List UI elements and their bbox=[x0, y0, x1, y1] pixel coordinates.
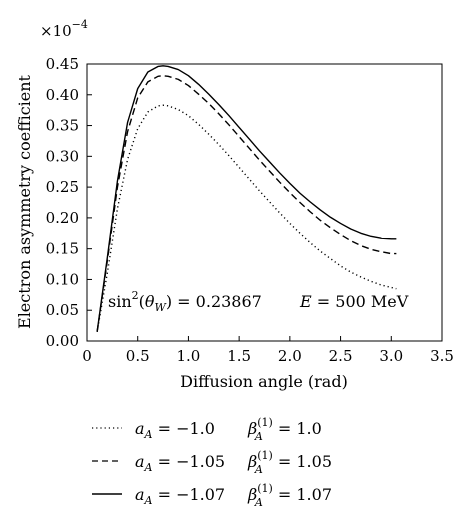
energy-annotation: E = 500 MeV bbox=[299, 292, 409, 311]
x-tick-label: 0 bbox=[82, 347, 92, 365]
energy-var: E bbox=[299, 292, 312, 311]
beta-sup: (1) bbox=[257, 482, 273, 495]
x-tick-label: 2.5 bbox=[329, 347, 353, 365]
legend-entry-dashed: aA = −1.05 β(1) A = 1.05 bbox=[92, 449, 332, 476]
legend-b-label: β(1) A = 1.0 bbox=[247, 416, 322, 443]
theta-symbol: θ bbox=[145, 292, 155, 311]
beta-val: = 1.05 bbox=[273, 452, 332, 471]
a-var: a bbox=[135, 419, 145, 438]
energy-value: = 500 MeV bbox=[312, 292, 409, 311]
y-tick-label: 0.20 bbox=[46, 209, 79, 227]
beta-var: β bbox=[247, 485, 257, 504]
series-line-solid bbox=[96, 65, 397, 332]
beta-sup: (1) bbox=[257, 416, 273, 429]
legend-a-label: aA = −1.0 bbox=[135, 419, 215, 441]
legend-entry-dotted: aA = −1.0 β(1) A = 1.0 bbox=[92, 416, 322, 443]
series-line-dashed bbox=[96, 74, 397, 332]
beta-var: β bbox=[247, 452, 257, 471]
sin2-open-paren: ( bbox=[139, 292, 145, 311]
y-multiplier-exponent: −4 bbox=[72, 18, 88, 31]
y-tick-label: 0.25 bbox=[46, 178, 79, 196]
sin2-value: = 0.23867 bbox=[172, 292, 262, 311]
plot-area bbox=[86, 63, 443, 342]
a-val: = −1.07 bbox=[153, 485, 226, 504]
y-tick-label: 0.30 bbox=[46, 147, 79, 165]
a-sub: A bbox=[144, 428, 153, 441]
beta-sub: A bbox=[254, 496, 263, 509]
a-val: = −1.0 bbox=[153, 419, 215, 438]
beta-sup: (1) bbox=[257, 449, 273, 462]
sin2-fn: sin bbox=[108, 292, 132, 311]
y-tick-label: 0.35 bbox=[46, 117, 79, 135]
x-tick-label: 2.0 bbox=[278, 347, 302, 365]
legend-a-label: aA = −1.07 bbox=[135, 485, 225, 507]
y-axis-title: Electron asymmetry coefficient bbox=[15, 74, 34, 329]
x-tick-label: 3.5 bbox=[430, 347, 454, 365]
series-line-dotted bbox=[96, 104, 397, 332]
x-tick-label: 1.5 bbox=[227, 347, 251, 365]
y-multiplier-base: ×10 bbox=[40, 22, 72, 40]
a-var: a bbox=[135, 485, 145, 504]
x-tick-label: 3.0 bbox=[379, 347, 403, 365]
x-tick-label: 1.0 bbox=[176, 347, 200, 365]
sin2-close-paren: ) bbox=[166, 292, 172, 311]
a-sub: A bbox=[144, 461, 153, 474]
legend: aA = −1.0 β(1) A = 1.0 aA = −1.05 β(1) A =… bbox=[92, 416, 332, 509]
legend-b-label: β(1) A = 1.07 bbox=[247, 482, 332, 509]
y-tick-label: 0.45 bbox=[46, 55, 79, 73]
beta-val: = 1.07 bbox=[273, 485, 332, 504]
y-tick-label: 0.40 bbox=[46, 86, 79, 104]
sin2-annotation: sin2(θW) = 0.23867 bbox=[108, 289, 262, 314]
a-sub: A bbox=[144, 494, 153, 507]
a-val: = −1.05 bbox=[153, 452, 226, 471]
y-tick-label: 0.05 bbox=[46, 301, 79, 319]
x-tick-label: 0.5 bbox=[126, 347, 150, 365]
legend-a-label: aA = −1.05 bbox=[135, 452, 225, 474]
y-tick-label: 0.15 bbox=[46, 240, 79, 258]
beta-sub: A bbox=[254, 463, 263, 476]
theta-subscript: W bbox=[155, 301, 168, 314]
beta-sub: A bbox=[254, 430, 263, 443]
beta-val: = 1.0 bbox=[273, 419, 322, 438]
data-series bbox=[96, 65, 397, 332]
x-axis-title: Diffusion angle (rad) bbox=[180, 372, 348, 391]
y-tick-label: 0.00 bbox=[46, 332, 79, 350]
y-multiplier: ×10−4 bbox=[40, 18, 88, 40]
beta-var: β bbox=[247, 419, 257, 438]
axis-ticks: 0 0.5 1.0 1.5 2.0 2.5 3.0 3.5 0.00 0.05 0.10 0.15 0.… bbox=[46, 55, 454, 365]
legend-b-label: β(1) A = 1.05 bbox=[247, 449, 332, 476]
y-tick-label: 0.10 bbox=[46, 270, 79, 288]
sin2-exponent: 2 bbox=[132, 289, 139, 302]
a-var: a bbox=[135, 452, 145, 471]
legend-entry-solid: aA = −1.07 β(1) A = 1.07 bbox=[92, 482, 332, 509]
